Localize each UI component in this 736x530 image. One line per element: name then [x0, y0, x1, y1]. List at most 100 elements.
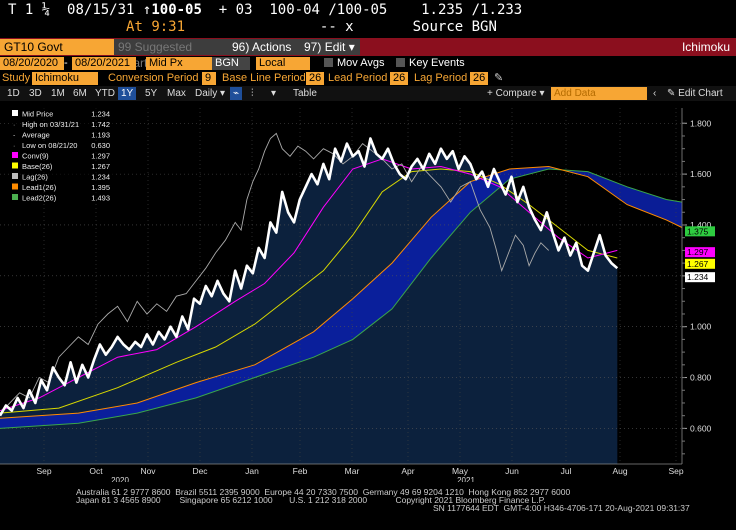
pencil-icon[interactable]: ✎	[494, 72, 504, 84]
x-tick-label: Sep	[668, 466, 683, 476]
range-button-5y[interactable]: 5Y	[145, 88, 158, 99]
edit-menu[interactable]: 97) Edit ▾	[300, 39, 360, 55]
table-button[interactable]: Table	[293, 88, 317, 99]
range-button-max[interactable]: Max	[167, 88, 186, 99]
x-tick-label: Apr	[401, 466, 414, 476]
range-button-6m[interactable]: 6M	[73, 88, 87, 99]
footer-session: SN 1177644 EDT GMT-4:00 H346-4706-171 20…	[433, 503, 690, 513]
yields: 1.235 /1.233	[421, 2, 523, 18]
key-events-label: Key Events	[409, 57, 465, 69]
last-value-label: 1.297	[687, 247, 709, 257]
legend-value: 1.193	[91, 131, 110, 140]
last-value-label: 1.234	[687, 272, 709, 282]
legend-value: 0.630	[91, 141, 110, 150]
conversion-period-input[interactable]: 9	[202, 72, 216, 85]
lead-period-label: Lead Period	[328, 72, 388, 84]
legend-value: 1.742	[91, 120, 110, 129]
up-arrow-icon: ↑	[142, 2, 152, 18]
checkbox-icon	[324, 58, 333, 67]
mov-avgs-label: Mov Avgs	[337, 57, 385, 69]
coupon-fraction: ¼	[41, 2, 51, 18]
lead1-line	[0, 165, 683, 419]
frequency-select[interactable]: Daily ▾	[192, 87, 228, 100]
legend-swatch	[12, 183, 18, 190]
legend-name: Lag(26)	[22, 173, 48, 182]
bar-style-icon[interactable]: ⫶	[251, 88, 254, 99]
base-line-period-input[interactable]: 26	[306, 72, 324, 85]
lead-period-input[interactable]: 26	[390, 72, 408, 85]
legend-value: 1.234	[91, 173, 110, 182]
last-value-label: 1.267	[687, 259, 709, 269]
study-settings-row: Study Ichimoku Conversion Period 9 Base …	[0, 72, 736, 86]
x-tick-label: Sep	[36, 466, 51, 476]
legend-value: 1.234	[91, 110, 110, 119]
x-tick-label: Mar	[345, 466, 360, 476]
actions-label: Actions	[252, 40, 292, 54]
year-label: 2020	[111, 476, 129, 482]
x-tick-label: Aug	[612, 466, 627, 476]
y-tick-label: 1.400	[690, 220, 712, 230]
source-input[interactable]: BGN	[212, 57, 250, 70]
y-tick-label: 1.800	[690, 118, 712, 128]
y-tick-label: 0.800	[690, 373, 712, 383]
range-button-ytd[interactable]: YTD	[95, 88, 115, 99]
function-title: Ichimoku	[681, 40, 730, 54]
base-line-period-label: Base Line Period	[222, 72, 306, 84]
x-tick-label: Jan	[245, 466, 259, 476]
legend-name: Lead1(26)	[22, 183, 57, 192]
x-tick-label: Oct	[89, 466, 103, 476]
checkbox-icon	[396, 58, 405, 67]
end-date-input[interactable]: 08/20/2021	[72, 57, 136, 70]
lag-period-input[interactable]: 26	[470, 72, 488, 85]
currency-select[interactable]: Local CCY	[256, 57, 310, 82]
x-tick-label: Feb	[293, 466, 308, 476]
study-select[interactable]: Ichimoku	[32, 72, 98, 85]
chevron-left-icon[interactable]: ‹	[653, 88, 657, 99]
add-data-input[interactable]: Add Data	[551, 87, 647, 100]
line-chart-icon[interactable]: ⌁	[230, 87, 243, 100]
y-tick-label: 1.600	[690, 169, 712, 179]
quote-line-2: At 9:31 -- x Source BGN	[8, 19, 497, 35]
ichimoku-chart[interactable]: 1.8001.6001.4001.2001.0000.8000.6001.375…	[0, 102, 736, 485]
price-field-select[interactable]: Mid Px	[146, 57, 212, 70]
legend-name: Conv(9)	[22, 152, 49, 161]
compare-button[interactable]: + Compare ▾	[484, 87, 548, 100]
range-button-1y[interactable]: 1Y	[118, 87, 137, 100]
chevron-down-icon: ▾	[220, 88, 226, 99]
legend-marker: ·	[13, 143, 15, 150]
actions-menu[interactable]: 96) Actions ▾	[228, 39, 302, 70]
quote-header: T 1 ¼ 08/15/31 ↑100-05 + 03 100-04 /100-…	[0, 0, 736, 38]
legend-marker: ·	[13, 122, 15, 129]
mov-avgs-toggle[interactable]: Mov Avgs	[324, 57, 385, 70]
edit-chart-button[interactable]: ✎ Edit Chart	[664, 87, 726, 100]
conversion-line	[0, 158, 618, 412]
x-tick-label: Dec	[192, 466, 208, 476]
last-value-badge	[685, 272, 715, 283]
date-separator: -	[64, 57, 68, 69]
mid-price-line	[0, 137, 619, 417]
legend-name: Average	[22, 131, 50, 140]
frequency-label: Daily	[195, 88, 218, 99]
footer: Australia 61 2 9777 8600 Brazil 5511 239…	[0, 484, 736, 530]
y-tick-label: 0.600	[690, 423, 712, 433]
x-tick-label: Nov	[140, 466, 156, 476]
range-button-3d[interactable]: 3D	[29, 88, 42, 99]
base-line	[0, 168, 618, 414]
key-events-toggle[interactable]: Key Events	[396, 57, 465, 70]
security-field[interactable]: GT10 Govt	[0, 39, 120, 55]
lead2-line	[0, 168, 683, 429]
start-date-input[interactable]: 08/20/2020	[0, 57, 64, 70]
at-label: At	[126, 19, 143, 35]
legend-name: High on 03/31/21	[22, 120, 79, 129]
last-value-badge	[685, 226, 715, 237]
suggested-charts-button[interactable]: 99 Suggested Charts	[114, 39, 232, 70]
actions-number: 96)	[232, 40, 250, 54]
chart-type-chevron-icon[interactable]: ▾	[271, 88, 277, 99]
legend-name: Mid Price	[22, 110, 53, 119]
last-value-badge	[685, 247, 715, 258]
legend-value: 1.395	[91, 183, 110, 192]
legend-value: 1.493	[91, 194, 110, 203]
range-button-1m[interactable]: 1M	[51, 88, 65, 99]
range-button-1d[interactable]: 1D	[7, 88, 20, 99]
legend-name: Base(26)	[22, 162, 53, 171]
